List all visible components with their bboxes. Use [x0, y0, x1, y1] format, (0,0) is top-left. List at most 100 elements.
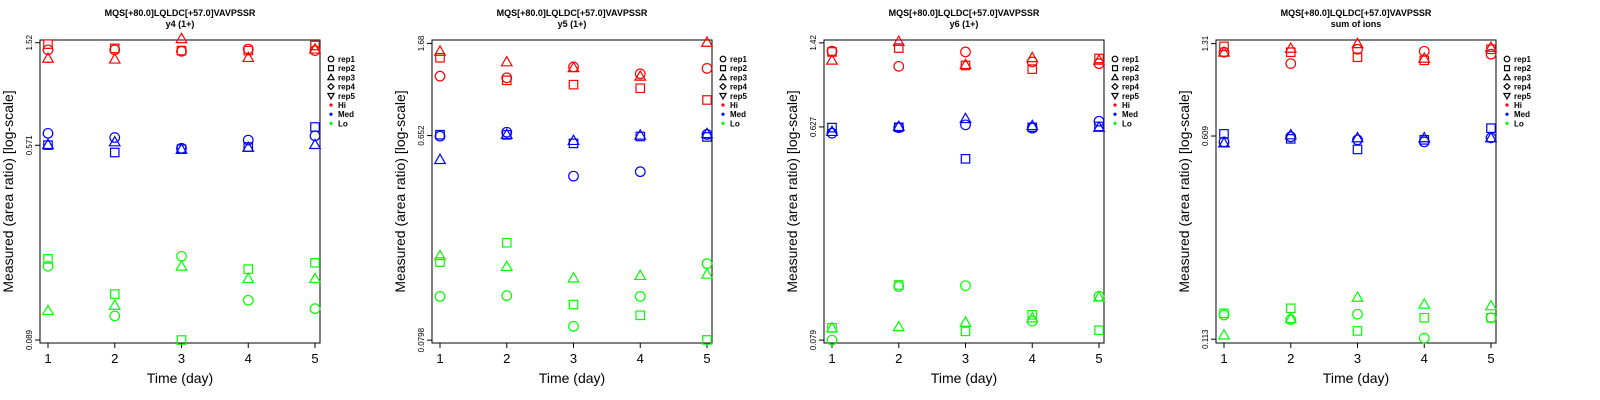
- legend-label-rep2: rep2: [338, 64, 355, 73]
- x-tick-label: 1: [44, 351, 51, 366]
- data-point-rep2-lo: [109, 289, 120, 299]
- legend-marker-rep2: [1503, 65, 1511, 72]
- data-point-rep1-med: [109, 132, 121, 143]
- data-point-rep3-hi: [1484, 40, 1498, 52]
- legend-label-rep2: rep2: [1514, 64, 1531, 73]
- data-point-rep1-hi: [893, 60, 905, 72]
- data-point-rep3-hi: [567, 61, 580, 73]
- legend-label-rep3: rep3: [1122, 73, 1139, 82]
- legend-marker-rep5: [1110, 92, 1120, 101]
- y-tick-label: 1.52: [25, 34, 34, 50]
- x-tick-label: 4: [1029, 351, 1036, 366]
- data-point-rep3-med: [175, 142, 188, 154]
- data-point-rep3-hi: [1417, 51, 1431, 63]
- data-point-rep1-lo: [1418, 332, 1430, 344]
- legend-label-rep1: rep1: [730, 55, 747, 64]
- data-point-rep2-hi: [960, 60, 971, 71]
- data-point-rep1-lo: [176, 250, 187, 262]
- y-axis-label: Measured (area ratio) [log-scale]: [784, 90, 800, 292]
- chart-subtitle: y6 (1+): [950, 19, 979, 29]
- x-tick-label: 4: [637, 351, 644, 366]
- data-point-rep3-lo: [433, 249, 447, 261]
- data-point-rep3-hi: [108, 52, 122, 64]
- data-point-rep3-med: [1417, 131, 1431, 143]
- data-point-rep1-med: [1352, 134, 1363, 146]
- data-point-rep1-med: [242, 134, 254, 146]
- data-point-rep2-lo: [1219, 308, 1229, 319]
- legend-label-rep4: rep4: [730, 83, 747, 92]
- data-point-rep3-lo: [959, 315, 972, 327]
- data-point-rep1-hi: [42, 44, 54, 56]
- data-point-rep3-hi: [1284, 41, 1298, 53]
- data-point-rep2-med: [827, 122, 837, 133]
- data-point-rep3-hi: [959, 58, 972, 70]
- data-point-rep2-hi: [568, 79, 579, 90]
- legend-marker-lo: [329, 121, 333, 125]
- legend-marker-hi: [329, 103, 333, 107]
- x-axis-label: Time (day): [539, 370, 605, 386]
- data-point-rep2-med: [501, 130, 512, 140]
- legend-marker-rep3: [1110, 73, 1120, 81]
- data-point-rep1-hi: [1352, 43, 1363, 55]
- x-tick-label: 2: [503, 351, 510, 366]
- data-point-rep1-lo: [893, 281, 905, 292]
- data-point-rep3-hi: [1025, 51, 1039, 63]
- y-tick-label: 1.42: [809, 35, 818, 51]
- legend-label-rep1: rep1: [338, 55, 355, 64]
- data-point-rep1-med: [1285, 131, 1297, 143]
- legend-marker-rep1: [719, 55, 727, 63]
- legend-marker-med: [329, 112, 333, 116]
- data-point-rep3-lo: [108, 298, 122, 310]
- x-tick-label: 5: [311, 351, 318, 366]
- data-point-rep2-lo: [1352, 326, 1363, 336]
- chart-title: MQS[+80.0]LQLDC[+57.0]VAVPSSR: [889, 8, 1040, 18]
- chart-subtitle: y4 (1+): [166, 19, 195, 29]
- data-point-rep1-lo: [109, 310, 121, 322]
- data-point-rep1-lo: [42, 260, 54, 272]
- data-point-rep1-hi: [434, 70, 446, 82]
- legend-label-rep3: rep3: [730, 73, 747, 82]
- data-point-rep3-med: [1217, 136, 1231, 148]
- legend-label-rep5: rep5: [1122, 92, 1139, 101]
- legend-label-lo: Lo: [730, 119, 740, 128]
- legend-label-med: Med: [338, 110, 354, 119]
- data-point-rep2-lo: [1027, 309, 1038, 320]
- data-point-rep2-hi: [310, 40, 320, 51]
- data-point-rep2-hi: [827, 47, 837, 57]
- data-point-rep3-lo: [700, 267, 714, 279]
- data-point-rep3-med: [500, 127, 514, 139]
- y-axis-label: Measured (area ratio) [log-scale]: [1176, 90, 1192, 292]
- data-point-rep2-hi: [176, 45, 187, 56]
- y-tick-label: 0.652: [417, 125, 426, 146]
- x-tick-label: 2: [1287, 351, 1294, 366]
- legend-label-rep1: rep1: [1122, 55, 1139, 64]
- data-point-rep2-lo: [960, 326, 971, 337]
- x-tick-label: 1: [1220, 351, 1227, 366]
- x-tick-label: 5: [703, 351, 710, 366]
- legend-label-med: Med: [1514, 110, 1530, 119]
- y-tick-label: 0.627: [809, 116, 818, 137]
- y-axis-label: Measured (area ratio) [log-scale]: [0, 90, 16, 292]
- chart-title: MQS[+80.0]LQLDC[+57.0]VAVPSSR: [105, 8, 256, 18]
- legend-marker-rep1: [327, 55, 335, 63]
- x-tick-label: 2: [111, 351, 118, 366]
- legend-label-rep4: rep4: [338, 83, 355, 92]
- data-point-rep3-med: [108, 135, 122, 147]
- legend-marker-lo: [1505, 121, 1509, 125]
- legend-label-med: Med: [730, 110, 746, 119]
- data-point-rep2-lo: [1486, 312, 1496, 323]
- legend-label-rep2: rep2: [730, 64, 747, 73]
- legend-marker-rep4: [1503, 82, 1511, 91]
- x-tick-label: 5: [1095, 351, 1102, 366]
- data-point-rep2-lo: [43, 254, 53, 264]
- legend-label-rep5: rep5: [1514, 92, 1531, 101]
- legend-label-rep4: rep4: [1514, 83, 1531, 92]
- data-point-rep3-lo: [1217, 328, 1231, 340]
- data-point-rep3-med: [241, 140, 255, 152]
- legend-label-lo: Lo: [1514, 119, 1524, 128]
- data-point-rep3-lo: [1351, 290, 1364, 302]
- data-point-rep1-med: [1093, 115, 1105, 127]
- data-point-rep3-med: [1484, 131, 1498, 143]
